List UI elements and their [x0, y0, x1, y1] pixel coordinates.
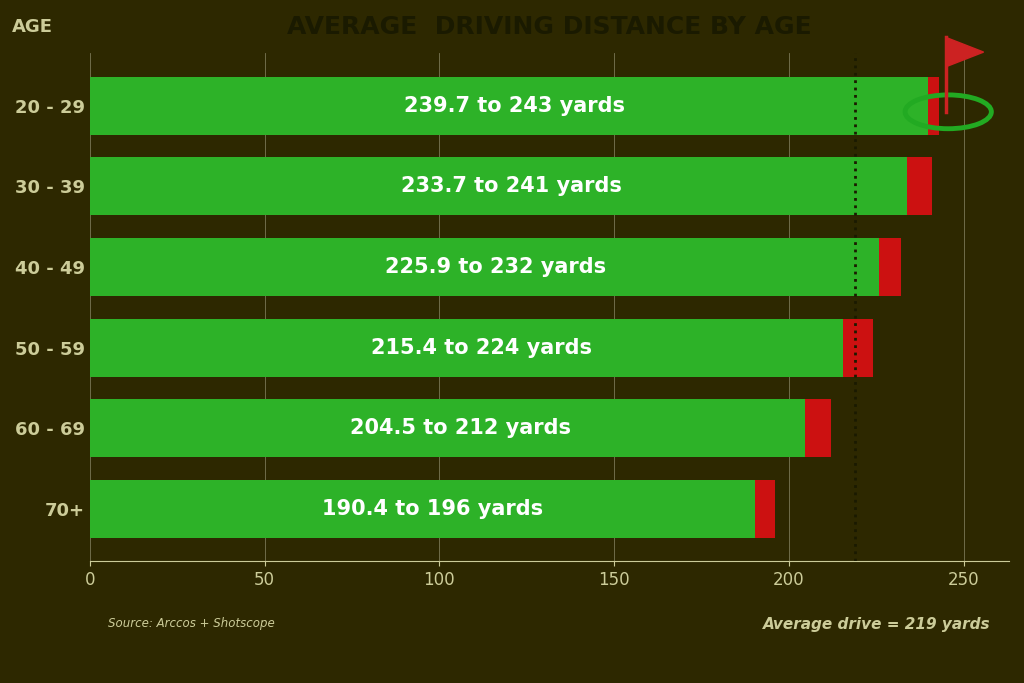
- Bar: [90, 480, 775, 538]
- Bar: [90, 399, 830, 457]
- Polygon shape: [946, 38, 984, 67]
- Text: 204.5 to 212 yards: 204.5 to 212 yards: [350, 418, 570, 438]
- Text: Average drive = 219 yards: Average drive = 219 yards: [763, 617, 990, 632]
- Text: 239.7 to 243 yards: 239.7 to 243 yards: [404, 96, 625, 115]
- Text: 215.4 to 224 yards: 215.4 to 224 yards: [371, 337, 592, 358]
- Bar: [880, 238, 901, 296]
- Bar: [90, 157, 932, 215]
- Bar: [756, 480, 775, 538]
- Text: Source: Arccos + Shotscope: Source: Arccos + Shotscope: [109, 617, 275, 630]
- Bar: [843, 318, 872, 376]
- Text: AGE: AGE: [11, 18, 52, 36]
- Text: 225.9 to 232 yards: 225.9 to 232 yards: [385, 257, 606, 277]
- Bar: [90, 76, 939, 135]
- Text: 190.4 to 196 yards: 190.4 to 196 yards: [322, 499, 543, 519]
- Bar: [90, 238, 901, 296]
- Bar: [928, 76, 939, 135]
- Text: 233.7 to 241 yards: 233.7 to 241 yards: [400, 176, 622, 196]
- Bar: [805, 399, 830, 457]
- Title: AVERAGE  DRIVING DISTANCE BY AGE: AVERAGE DRIVING DISTANCE BY AGE: [287, 15, 812, 39]
- Bar: [906, 157, 932, 215]
- Bar: [90, 318, 872, 376]
